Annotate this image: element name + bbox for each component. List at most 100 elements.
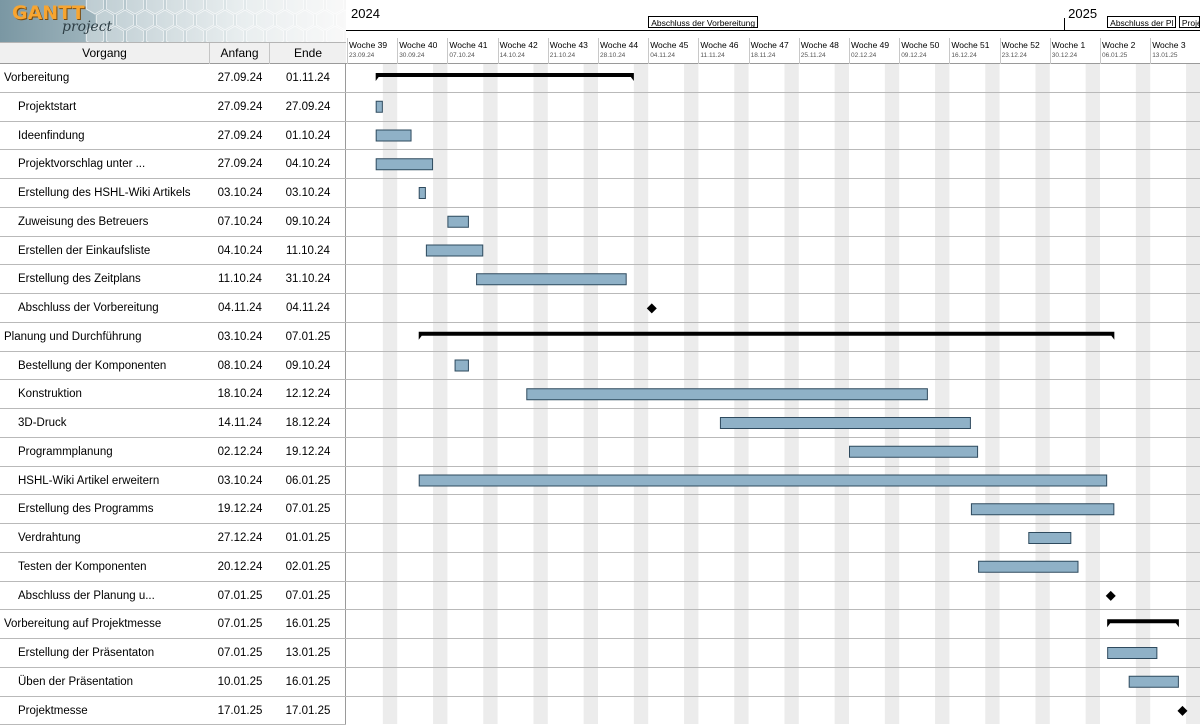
task-bar-verdrahtung[interactable] <box>1029 533 1071 544</box>
task-end[interactable]: 03.10.24 <box>270 179 346 207</box>
task-name[interactable]: Projektstart <box>18 93 208 121</box>
task-start[interactable]: 04.10.24 <box>210 237 270 265</box>
column-header-end[interactable]: Ende <box>270 43 346 64</box>
task-start[interactable]: 19.12.24 <box>210 495 270 523</box>
task-name[interactable]: Üben der Präsentation <box>18 668 208 696</box>
task-bar-erstellung-des-programms[interactable] <box>971 504 1113 515</box>
task-name[interactable]: Erstellung des Programms <box>18 495 208 523</box>
task-name[interactable]: Bestellung der Komponenten <box>18 352 208 380</box>
task-start[interactable]: 07.01.25 <box>210 582 270 610</box>
task-bar-erstellung-des-hshl-wiki-artikels[interactable] <box>419 188 425 199</box>
task-bar-erstellen-der-einkaufsliste[interactable] <box>426 245 482 256</box>
task-start[interactable]: 17.01.25 <box>210 697 270 725</box>
task-end[interactable]: 12.12.24 <box>270 380 346 408</box>
task-end[interactable]: 11.10.24 <box>270 237 346 265</box>
task-start[interactable]: 27.12.24 <box>210 524 270 552</box>
milestone-flag-abschluss-der-pl[interactable]: Abschluss der Pl <box>1107 16 1176 28</box>
task-name[interactable]: 3D-Druck <box>18 409 208 437</box>
task-start[interactable]: 27.09.24 <box>210 150 270 178</box>
task-name[interactable]: Projektvorschlag unter ... <box>18 150 208 178</box>
task-name[interactable]: Konstruktion <box>18 380 208 408</box>
task-name[interactable]: Verdrahtung <box>18 524 208 552</box>
task-bar-bestellung-der-komponenten[interactable] <box>455 360 468 371</box>
chart-body[interactable] <box>346 64 1200 724</box>
task-name[interactable]: Abschluss der Vorbereitung <box>18 294 208 322</box>
chart-canvas[interactable] <box>346 64 1200 724</box>
task-name[interactable]: Abschluss der Planung u... <box>18 582 208 610</box>
task-end[interactable]: 04.10.24 <box>270 150 346 178</box>
task-name[interactable]: Programmplanung <box>18 438 208 466</box>
task-name[interactable]: Projektmesse <box>18 697 208 725</box>
task-name[interactable]: Erstellung der Präsentaton <box>18 639 208 667</box>
task-end[interactable]: 04.11.24 <box>270 294 346 322</box>
task-bar-hshl-wiki-artikel-erweitern[interactable] <box>419 475 1106 486</box>
task-bar-3d-druck[interactable] <box>720 418 970 429</box>
task-name[interactable]: Vorbereitung auf Projektmesse <box>4 610 208 638</box>
task-name[interactable]: HSHL-Wiki Artikel erweitern <box>18 467 208 495</box>
task-end[interactable]: 17.01.25 <box>270 697 346 725</box>
task-end[interactable]: 07.01.25 <box>270 495 346 523</box>
task-bar-ideenfindung[interactable] <box>376 130 411 141</box>
milestone-flag-proje[interactable]: Proje <box>1179 16 1200 28</box>
task-start[interactable]: 18.10.24 <box>210 380 270 408</box>
milestone-diamond-projektmesse[interactable] <box>1177 706 1187 716</box>
task-start[interactable]: 20.12.24 <box>210 553 270 581</box>
column-header-start[interactable]: Anfang <box>210 43 270 64</box>
task-name[interactable]: Zuweisung des Betreuers <box>18 208 208 236</box>
task-bar-programmplanung[interactable] <box>850 446 978 457</box>
task-row-erstellung-des-hshl-wiki-artikels[interactable]: Erstellung des HSHL-Wiki Artikels 03.10.2… <box>0 179 346 208</box>
task-start[interactable]: 03.10.24 <box>210 467 270 495</box>
task-end[interactable]: 09.10.24 <box>270 208 346 236</box>
task-end[interactable]: 31.10.24 <box>270 265 346 293</box>
task-start[interactable]: 11.10.24 <box>210 265 270 293</box>
task-end[interactable]: 13.01.25 <box>270 639 346 667</box>
task-end[interactable]: 09.10.24 <box>270 352 346 380</box>
task-start[interactable]: 27.09.24 <box>210 122 270 150</box>
task-start[interactable]: 04.11.24 <box>210 294 270 322</box>
task-end[interactable]: 06.01.25 <box>270 467 346 495</box>
task-name[interactable]: Erstellung des HSHL-Wiki Artikels <box>18 179 208 207</box>
task-start[interactable]: 27.09.24 <box>210 93 270 121</box>
task-end[interactable]: 07.01.25 <box>270 582 346 610</box>
task-name[interactable]: Erstellen der Einkaufsliste <box>18 237 208 265</box>
task-end[interactable]: 01.10.24 <box>270 122 346 150</box>
task-name[interactable]: Erstellung des Zeitplans <box>18 265 208 293</box>
task-start[interactable]: 02.12.24 <box>210 438 270 466</box>
task-start[interactable]: 03.10.24 <box>210 323 270 351</box>
task-bar-erstellung-des-zeitplans[interactable] <box>477 274 627 285</box>
task-bar-projektvorschlag-unter[interactable] <box>376 159 432 170</box>
task-end[interactable]: 16.01.25 <box>270 668 346 696</box>
task-end[interactable]: 01.11.24 <box>270 64 346 92</box>
task-bar-testen-der-komponenten[interactable] <box>979 561 1078 572</box>
task-end[interactable]: 19.12.24 <box>270 438 346 466</box>
task-end[interactable]: 18.12.24 <box>270 409 346 437</box>
task-end[interactable]: 27.09.24 <box>270 93 346 121</box>
task-end[interactable]: 16.01.25 <box>270 610 346 638</box>
summary-bar-planung-und-durchführung[interactable] <box>419 332 1115 340</box>
task-start[interactable]: 08.10.24 <box>210 352 270 380</box>
task-bar-projektstart[interactable] <box>376 101 382 112</box>
task-bar-erstellung-der-präsentaton[interactable] <box>1108 648 1157 659</box>
task-name[interactable]: Vorbereitung <box>4 64 208 92</box>
task-name[interactable]: Planung und Durchführung <box>4 323 208 351</box>
task-end[interactable]: 07.01.25 <box>270 323 346 351</box>
